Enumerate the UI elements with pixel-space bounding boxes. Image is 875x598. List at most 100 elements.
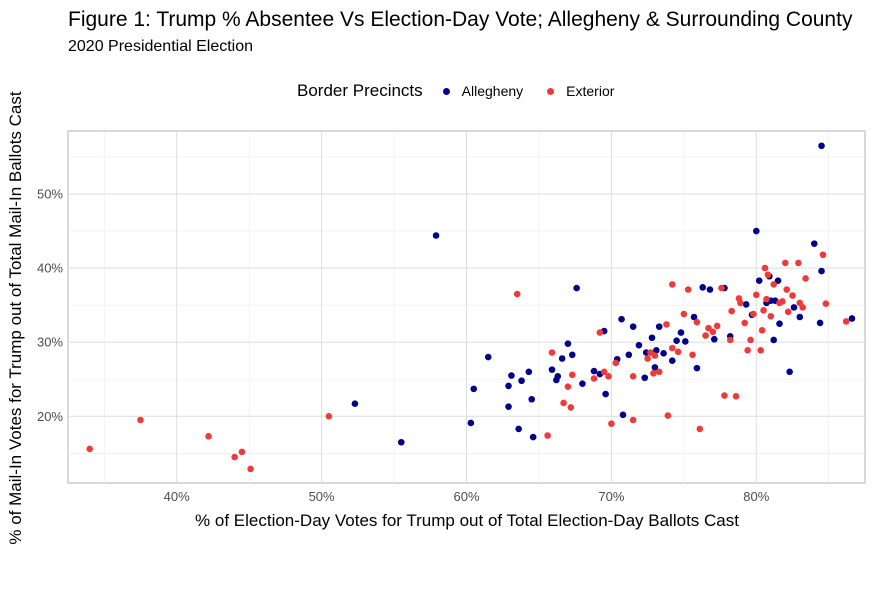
point-allegheny [796,313,804,321]
point-exterior [705,324,712,332]
point-allegheny [755,277,763,284]
chart-subtitle: 2020 Presidential Election [68,38,254,55]
point-exterior [644,355,651,362]
point-exterior [651,352,659,359]
point-exterior [842,318,850,325]
point-allegheny [655,323,663,330]
point-exterior [325,413,333,420]
x-axis-label: % of Election-Day Votes for Trump out of… [195,511,739,530]
x-tick-label: 80% [743,489,769,504]
point-allegheny [816,319,824,327]
legend: Border Precincts Allegheny Exterior [297,80,638,102]
point-exterior [668,344,676,352]
point-exterior [663,321,670,328]
point-allegheny [619,411,627,419]
point-allegheny [648,334,656,342]
point-exterior [567,404,575,411]
point-exterior [819,251,827,259]
point-exterior [728,307,735,315]
point-exterior [747,336,754,344]
point-exterior [763,295,770,303]
point-allegheny [564,340,572,347]
point-allegheny [518,377,525,385]
point-exterior [137,416,144,424]
scatter-plot: 40% 50% 60% 70% 80% 20% 30% 40% 50% [37,130,866,504]
point-allegheny [629,323,637,330]
legend-item-allegheny: Allegheny [442,83,524,99]
point-exterior [205,433,212,440]
point-exterior [513,290,521,298]
point-exterior [664,412,672,419]
point-exterior [770,281,778,288]
point-allegheny [351,400,359,408]
legend-title: Border Precincts [297,81,423,100]
point-exterior [709,328,717,336]
point-allegheny [558,355,566,362]
point-allegheny [677,329,685,336]
point-allegheny [699,284,707,291]
point-exterior [689,351,696,359]
y-tick-label: 20% [37,409,63,424]
point-allegheny [810,240,818,247]
point-allegheny [548,366,556,373]
point-exterior [655,368,663,376]
point-allegheny [706,286,714,293]
point-allegheny [774,277,782,284]
point-exterior [231,453,238,461]
point-exterior [608,420,615,428]
point-exterior [544,432,551,439]
point-exterior [693,318,701,326]
y-tick-label: 50% [37,186,63,201]
point-exterior [86,445,94,453]
point-allegheny [651,364,659,371]
point-allegheny [515,425,522,433]
point-allegheny [528,395,536,403]
point-allegheny [818,267,825,275]
point-exterior [702,332,709,339]
point-allegheny [602,390,609,398]
point-allegheny [505,382,512,390]
point-exterior [590,375,598,382]
point-allegheny [470,385,478,393]
point-exterior [782,259,789,267]
point-allegheny [467,419,475,427]
point-exterior [568,371,576,379]
point-exterior [247,465,254,473]
point-exterior [560,399,567,407]
legend-marker-allegheny [442,87,450,95]
y-tick-label: 30% [37,335,63,350]
legend-item-exterior: Exterior [547,83,614,99]
point-exterior [779,298,786,305]
point-allegheny [673,337,680,345]
point-allegheny [742,301,750,308]
x-tick-label: 60% [453,489,479,504]
point-exterior [596,329,604,336]
point-allegheny [397,438,405,446]
point-exterior [760,307,767,314]
point-exterior [713,322,721,330]
legend-marker-exterior [547,87,555,95]
point-exterior [822,300,830,307]
point-allegheny [753,227,760,235]
x-tick-label: 70% [598,489,624,504]
x-tick-label: 40% [164,489,190,504]
legend-label-exterior: Exterior [566,83,615,99]
point-allegheny [529,433,537,441]
grid-lines [68,131,865,483]
point-exterior [764,271,772,279]
point-allegheny [776,320,783,327]
point-exterior [674,348,682,356]
point-exterior [784,308,792,316]
legend-label-allegheny: Allegheny [461,83,524,99]
point-exterior [612,359,620,367]
point-allegheny [653,347,660,354]
point-allegheny [525,368,533,376]
point-allegheny [618,315,625,323]
point-exterior [668,281,676,288]
point-exterior [783,286,791,293]
point-exterior [564,383,572,390]
point-allegheny [625,351,633,359]
point-exterior [680,310,688,318]
data-points [86,142,856,473]
point-exterior [600,368,608,376]
